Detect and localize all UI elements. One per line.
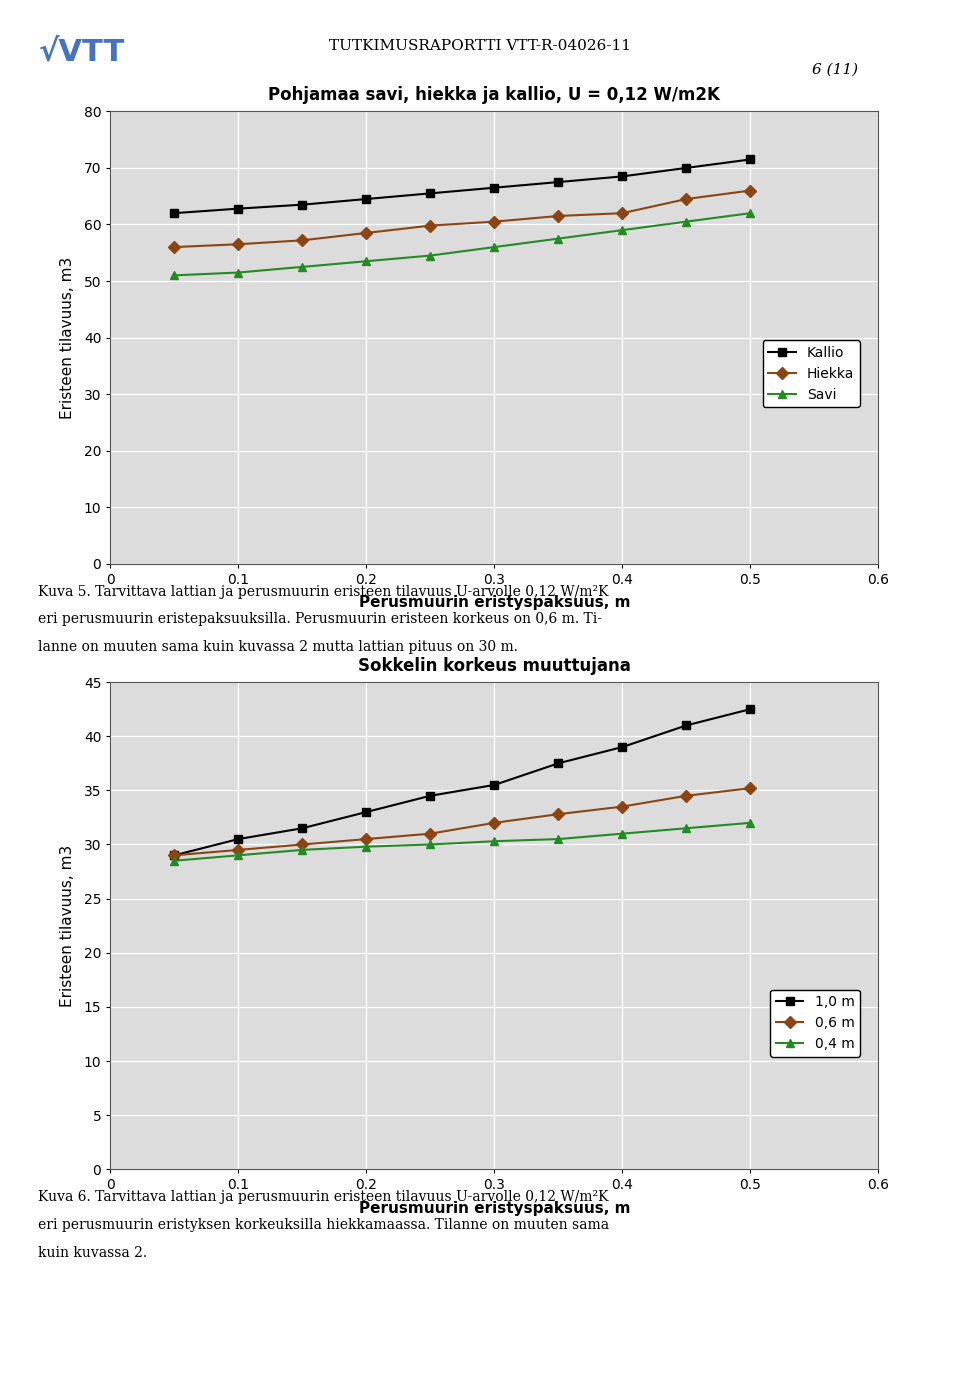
- Kallio: [232, 200, 244, 217]
- Y-axis label: Eristeen tilavuus, m3: Eristeen tilavuus, m3: [60, 845, 76, 1006]
- Kallio: [489, 180, 500, 196]
- 1,0 m: [424, 788, 436, 805]
- 1,0 m: [169, 846, 180, 863]
- 1,0 m: [297, 820, 308, 837]
- X-axis label: Perusmuurin eristyspaksuus, m: Perusmuurin eristyspaksuus, m: [359, 596, 630, 610]
- Text: TUTKIMUSRAPORTTI VTT-R-04026-11: TUTKIMUSRAPORTTI VTT-R-04026-11: [329, 39, 631, 53]
- Hiekka: [553, 207, 564, 224]
- Text: √VTT: √VTT: [38, 38, 125, 67]
- Kallio: [424, 185, 436, 202]
- Kallio: [745, 152, 756, 168]
- Line: 1,0 m: 1,0 m: [170, 704, 755, 859]
- Line: Savi: Savi: [170, 209, 755, 280]
- 0,4 m: [681, 820, 692, 837]
- 0,4 m: [553, 831, 564, 848]
- 0,4 m: [361, 838, 372, 855]
- Hiekka: [297, 232, 308, 249]
- Hiekka: [361, 224, 372, 241]
- Savi: [553, 230, 564, 246]
- 0,6 m: [745, 780, 756, 796]
- 0,6 m: [616, 798, 628, 814]
- 1,0 m: [489, 777, 500, 793]
- 0,4 m: [297, 842, 308, 859]
- Savi: [297, 259, 308, 276]
- Text: Kuva 5. Tarvittava lattian ja perusmuurin eristeen tilavuus U-arvolle 0,12 W/m²K: Kuva 5. Tarvittava lattian ja perusmuuri…: [38, 585, 609, 599]
- Kallio: [361, 191, 372, 207]
- Savi: [489, 239, 500, 256]
- 0,6 m: [489, 814, 500, 831]
- 0,4 m: [489, 832, 500, 849]
- Title: Sokkelin korkeus muuttujana: Sokkelin korkeus muuttujana: [358, 657, 631, 675]
- Legend: Kallio, Hiekka, Savi: Kallio, Hiekka, Savi: [762, 340, 860, 408]
- 1,0 m: [553, 754, 564, 771]
- Hiekka: [745, 182, 756, 199]
- 0,4 m: [745, 814, 756, 831]
- Kallio: [553, 174, 564, 191]
- 0,6 m: [553, 806, 564, 823]
- Text: Kuva 6. Tarvittava lattian ja perusmuurin eristeen tilavuus U-arvolle 0,12 W/m²K: Kuva 6. Tarvittava lattian ja perusmuuri…: [38, 1190, 609, 1204]
- 0,6 m: [681, 788, 692, 805]
- Text: lanne on muuten sama kuin kuvassa 2 mutta lattian pituus on 30 m.: lanne on muuten sama kuin kuvassa 2 mutt…: [38, 640, 518, 654]
- Text: kuin kuvassa 2.: kuin kuvassa 2.: [38, 1246, 148, 1260]
- Text: 6 (11): 6 (11): [812, 63, 858, 77]
- Hiekka: [616, 205, 628, 221]
- Text: eri perusmuurin eristyksen korkeuksilla hiekkamaassa. Tilanne on muuten sama: eri perusmuurin eristyksen korkeuksilla …: [38, 1218, 610, 1232]
- Savi: [681, 213, 692, 230]
- 0,6 m: [232, 842, 244, 859]
- Hiekka: [232, 235, 244, 252]
- 1,0 m: [232, 831, 244, 848]
- Hiekka: [489, 213, 500, 230]
- Savi: [169, 267, 180, 284]
- 0,4 m: [232, 846, 244, 863]
- Hiekka: [169, 239, 180, 256]
- 0,4 m: [616, 825, 628, 842]
- Kallio: [616, 168, 628, 185]
- 0,6 m: [297, 837, 308, 853]
- X-axis label: Perusmuurin eristyspaksuus, m: Perusmuurin eristyspaksuus, m: [359, 1201, 630, 1215]
- 0,6 m: [424, 825, 436, 842]
- Hiekka: [681, 191, 692, 207]
- Savi: [616, 221, 628, 238]
- Kallio: [169, 205, 180, 221]
- Y-axis label: Eristeen tilavuus, m3: Eristeen tilavuus, m3: [60, 256, 76, 419]
- Text: eri perusmuurin eristepaksuuksilla. Perusmuurin eristeen korkeus on 0,6 m. Ti-: eri perusmuurin eristepaksuuksilla. Peru…: [38, 612, 603, 626]
- 1,0 m: [745, 700, 756, 717]
- 1,0 m: [681, 717, 692, 734]
- 1,0 m: [361, 803, 372, 820]
- Kallio: [297, 196, 308, 213]
- Hiekka: [424, 217, 436, 234]
- Kallio: [681, 160, 692, 177]
- 0,4 m: [169, 852, 180, 869]
- 1,0 m: [616, 739, 628, 756]
- Savi: [745, 205, 756, 221]
- 0,6 m: [169, 846, 180, 863]
- Title: Pohjamaa savi, hiekka ja kallio, U = 0,12 W/m2K: Pohjamaa savi, hiekka ja kallio, U = 0,1…: [269, 86, 720, 104]
- Line: Hiekka: Hiekka: [170, 187, 755, 251]
- 0,6 m: [361, 831, 372, 848]
- Line: Kallio: Kallio: [170, 156, 755, 217]
- Line: 0,6 m: 0,6 m: [170, 784, 755, 859]
- Line: 0,4 m: 0,4 m: [170, 818, 755, 864]
- Savi: [361, 253, 372, 270]
- Savi: [424, 248, 436, 264]
- Savi: [232, 264, 244, 281]
- 0,4 m: [424, 837, 436, 853]
- Legend: 1,0 m, 0,6 m, 0,4 m: 1,0 m, 0,6 m, 0,4 m: [770, 990, 860, 1057]
